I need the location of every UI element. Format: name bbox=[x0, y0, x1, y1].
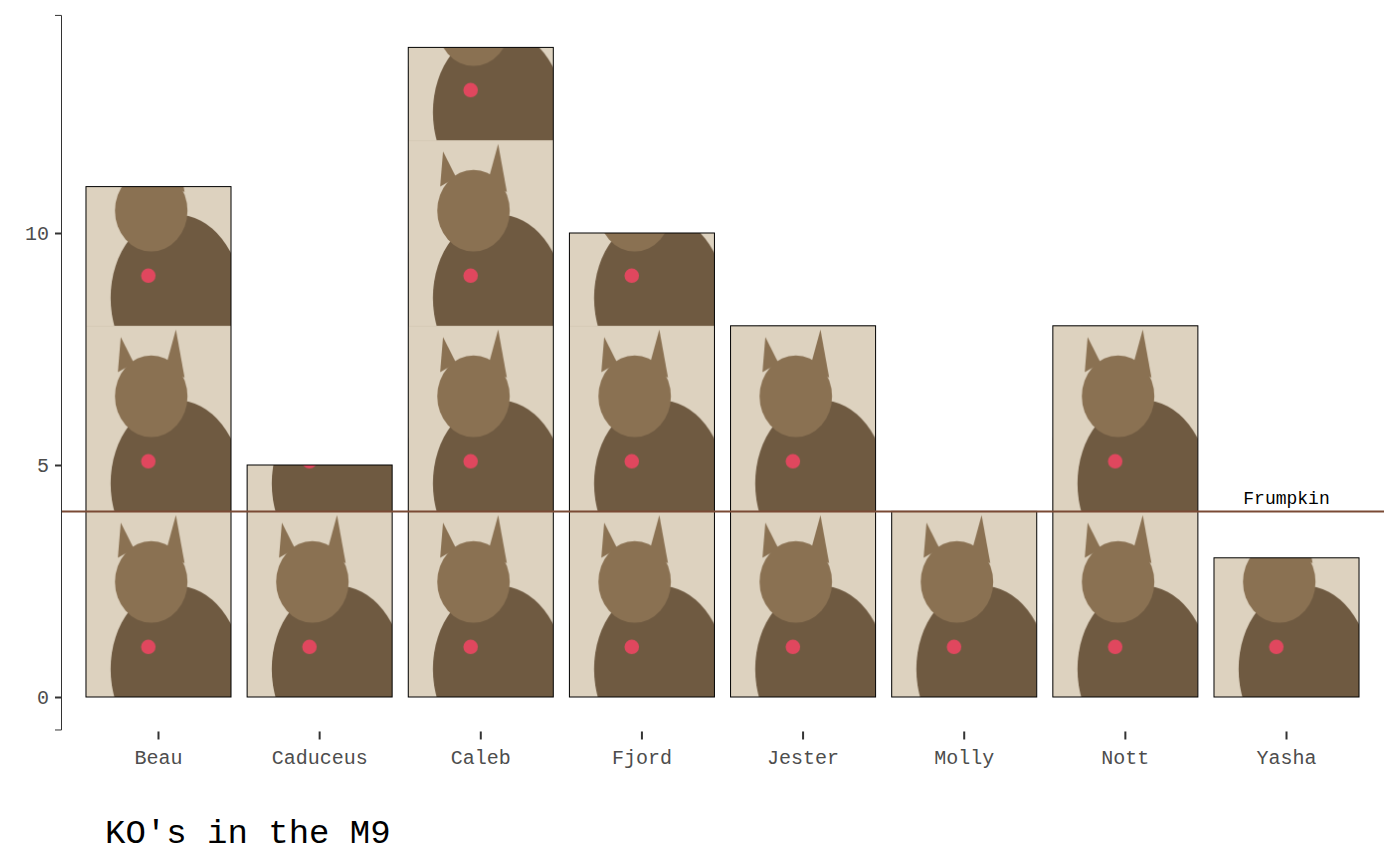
chart: Frumpkin 0 5 10 Beau Caduceus Caleb Fjord Jester… bbox=[0, 0, 1400, 865]
x-tick-mark bbox=[480, 731, 482, 739]
x-tick: Nott bbox=[1101, 731, 1149, 769]
x-tick-mark bbox=[802, 731, 804, 739]
reference-label: Frumpkin bbox=[1243, 489, 1329, 509]
bar bbox=[892, 511, 1037, 697]
bars bbox=[61, 47, 1384, 697]
x-tick-label: Molly bbox=[934, 747, 994, 770]
x-tick-mark bbox=[157, 731, 159, 739]
x-tick-label: Fjord bbox=[612, 747, 672, 770]
y-tick-mark bbox=[55, 233, 61, 235]
bar bbox=[1214, 558, 1359, 697]
x-tick: Jester bbox=[767, 731, 839, 769]
x-tick-mark bbox=[963, 731, 965, 739]
y-tick-mark bbox=[55, 697, 61, 699]
y-axis-line bbox=[55, 15, 62, 730]
y-tick-label: 0 bbox=[37, 687, 49, 710]
bar bbox=[569, 233, 714, 697]
y-tick-label: 10 bbox=[25, 223, 49, 246]
y-tick: 0 bbox=[37, 687, 61, 710]
x-tick-label: Jester bbox=[767, 747, 839, 770]
x-axis: Beau Caduceus Caleb Fjord Jester Molly Nott Yas… bbox=[134, 731, 1316, 769]
y-tick: 10 bbox=[25, 223, 61, 246]
reference-line bbox=[61, 510, 1384, 512]
x-tick-label: Caduceus bbox=[272, 747, 368, 770]
x-tick: Caleb bbox=[451, 731, 511, 769]
x-tick-label: Yasha bbox=[1256, 747, 1316, 770]
y-axis: 0 5 10 bbox=[25, 15, 62, 730]
x-tick-label: Beau bbox=[134, 747, 182, 770]
y-tick-mark bbox=[55, 465, 61, 467]
y-tick-label: 5 bbox=[37, 455, 49, 478]
x-tick: Molly bbox=[934, 731, 994, 769]
title: KO's in the M9 bbox=[105, 815, 391, 853]
x-tick: Fjord bbox=[612, 731, 672, 769]
x-tick-mark bbox=[319, 731, 321, 739]
bar bbox=[247, 465, 392, 697]
x-tick: Caduceus bbox=[272, 731, 368, 769]
x-tick-mark bbox=[641, 731, 643, 739]
x-tick: Yasha bbox=[1256, 731, 1316, 769]
x-tick: Beau bbox=[134, 731, 182, 769]
x-tick-mark bbox=[1286, 731, 1288, 739]
x-tick-label: Nott bbox=[1101, 747, 1149, 770]
bar bbox=[86, 187, 231, 697]
x-tick-label: Caleb bbox=[451, 747, 511, 770]
x-tick-mark bbox=[1124, 731, 1126, 739]
bar bbox=[408, 47, 553, 697]
y-tick: 5 bbox=[37, 455, 61, 478]
